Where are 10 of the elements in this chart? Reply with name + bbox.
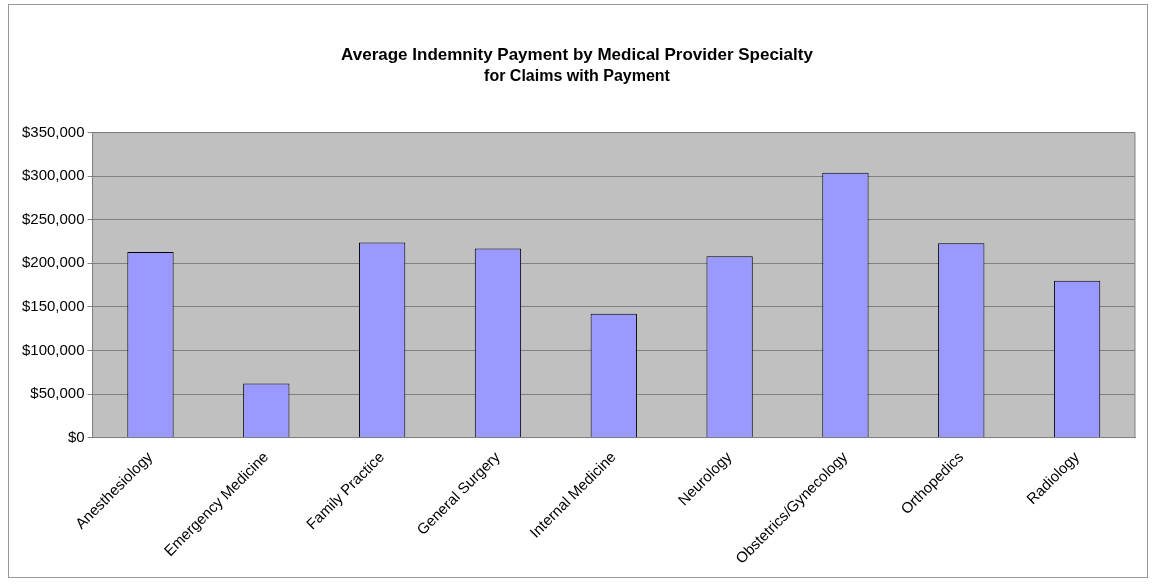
y-tick-label: $250,000 (21, 209, 85, 227)
y-tick-label: $350,000 (21, 122, 85, 140)
chart-subtitle: for Claims with Payment (484, 67, 671, 85)
y-tick-label: $300,000 (21, 166, 85, 184)
y-tick-label: $200,000 (21, 253, 85, 271)
chart-title: Average Indemnity Payment by Medical Provider Specialty (341, 44, 814, 64)
y-tick-label: $150,000 (21, 297, 85, 315)
y-tick-label: $50,000 (30, 384, 85, 402)
y-tick-label: $100,000 (21, 340, 85, 358)
y-tick-label: $0 (67, 427, 85, 445)
